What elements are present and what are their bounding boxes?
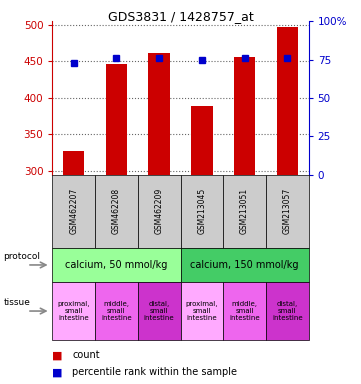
- Bar: [106, 63, 127, 175]
- Text: proximal,
small
intestine: proximal, small intestine: [57, 301, 90, 321]
- Text: distal,
small
intestine: distal, small intestine: [144, 301, 174, 321]
- Text: ■: ■: [52, 367, 63, 377]
- Text: protocol: protocol: [4, 252, 40, 261]
- Bar: [277, 27, 298, 175]
- Bar: [234, 57, 255, 175]
- Text: calcium, 150 mmol/kg: calcium, 150 mmol/kg: [190, 260, 299, 270]
- Text: distal,
small
intestine: distal, small intestine: [272, 301, 303, 321]
- Bar: [63, 151, 84, 175]
- Text: GSM462209: GSM462209: [155, 188, 164, 234]
- Text: GSM462207: GSM462207: [69, 188, 78, 234]
- Bar: [191, 106, 213, 175]
- Text: GSM213045: GSM213045: [197, 188, 206, 234]
- Text: count: count: [72, 350, 100, 360]
- Text: middle,
small
intestine: middle, small intestine: [229, 301, 260, 321]
- Text: GSM213057: GSM213057: [283, 188, 292, 234]
- Bar: [148, 53, 170, 175]
- Text: calcium, 50 mmol/kg: calcium, 50 mmol/kg: [65, 260, 168, 270]
- Text: percentile rank within the sample: percentile rank within the sample: [72, 367, 237, 377]
- Text: tissue: tissue: [4, 298, 30, 307]
- Text: GSM213051: GSM213051: [240, 188, 249, 234]
- Text: GDS3831 / 1428757_at: GDS3831 / 1428757_at: [108, 10, 253, 23]
- Text: ■: ■: [52, 350, 63, 360]
- Text: middle,
small
intestine: middle, small intestine: [101, 301, 132, 321]
- Text: GSM462208: GSM462208: [112, 188, 121, 234]
- Text: proximal,
small
intestine: proximal, small intestine: [186, 301, 218, 321]
